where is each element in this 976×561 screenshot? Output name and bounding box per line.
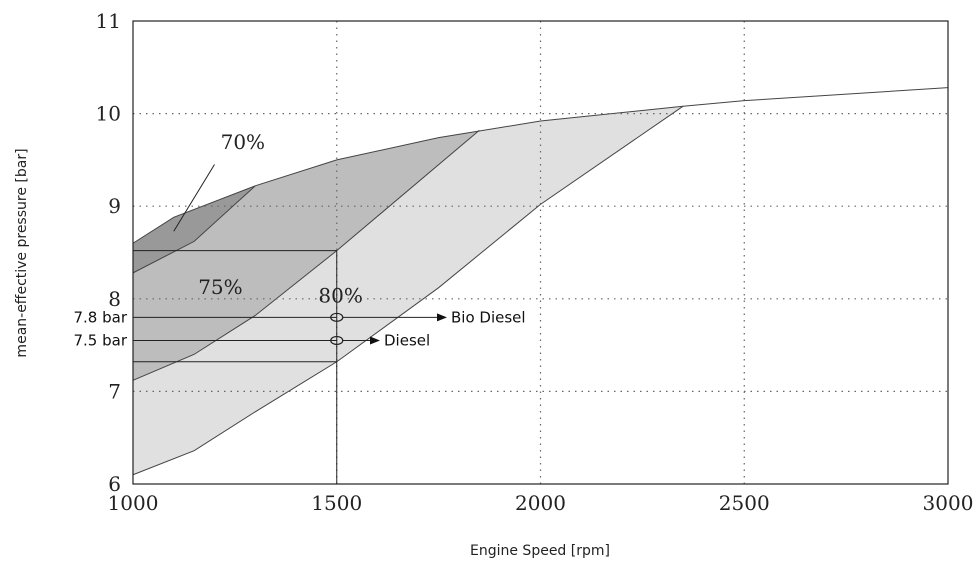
y-tick-label: 10 <box>96 102 121 126</box>
region-labels: 70% 75% 80% <box>173 130 363 308</box>
zone-boundary-75% <box>132 129 480 381</box>
x-tick-label: 2500 <box>719 491 770 515</box>
pressure-label: 7.8 bar <box>73 308 127 326</box>
y-axis-label: mean-effective pressure [bar] <box>14 148 30 357</box>
y-tick-label: 8 <box>108 287 121 311</box>
y-tick-label: 9 <box>108 194 121 218</box>
zone-boundary-70% <box>132 185 256 274</box>
upper-curve <box>132 87 949 244</box>
annotation-layer: Bio Diesel 7.8 bar Diesel 7.5 bar <box>73 250 526 484</box>
arrow-head <box>437 313 447 322</box>
region-label-70: 70% <box>221 130 265 154</box>
x-axis-label: Engine Speed [rpm] <box>470 543 610 559</box>
region-label-80: 80% <box>318 284 362 308</box>
pressure-label: 7.5 bar <box>73 331 127 349</box>
y-tick-label: 11 <box>96 9 121 33</box>
plot-frame <box>132 20 949 485</box>
y-tick-label: 6 <box>108 472 121 496</box>
region-label-leader <box>173 164 215 232</box>
region-label-75: 75% <box>198 275 242 299</box>
x-tick-label: 3000 <box>923 491 974 515</box>
arrow-head <box>370 336 380 345</box>
x-tick-label: 1000 <box>108 491 159 515</box>
y-tick-label: 7 <box>108 379 121 403</box>
arrow-label: Diesel <box>384 331 430 349</box>
y-tick-labels: 6 7 8 9 10 11 <box>96 9 121 496</box>
arrow-label: Bio Diesel <box>451 308 526 326</box>
x-tick-labels: 1000 1500 2000 2500 3000 <box>108 491 974 515</box>
x-tick-label: 1500 <box>311 491 362 515</box>
operating-box <box>133 250 338 484</box>
x-tick-label: 2000 <box>515 491 566 515</box>
